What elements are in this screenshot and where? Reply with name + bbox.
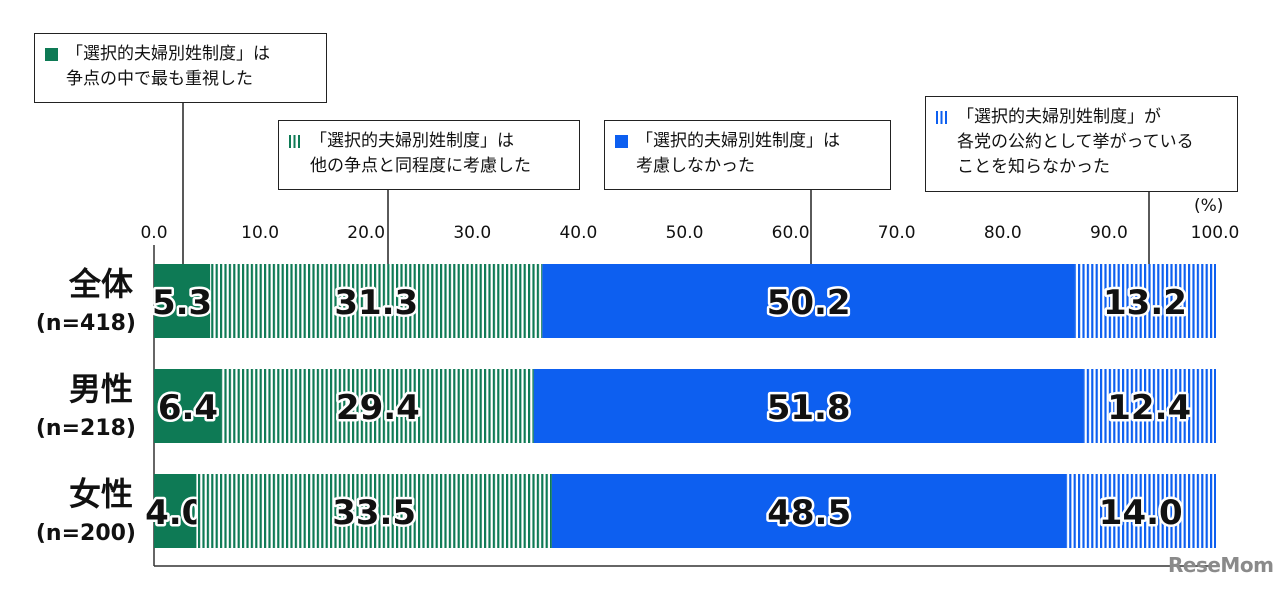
bar-value-label: 14.0 xyxy=(1099,493,1183,533)
legend-text-line: 「選択的夫婦別姓制度」は xyxy=(636,131,840,151)
bar-segment xyxy=(551,474,1067,548)
callout-connectors xyxy=(182,103,1150,272)
bar-segment xyxy=(542,264,1075,338)
x-tick-label: 10.0 xyxy=(241,223,279,243)
x-tick-label: 0.0 xyxy=(140,223,167,243)
bar-value-label: 31.3 xyxy=(334,283,418,323)
legend-text-line: 「選択的夫婦別姓制度」が xyxy=(957,107,1161,127)
legend-text-line: 「選択的夫婦別姓制度」は xyxy=(310,131,514,151)
legend-callout-most-important: 「選択的夫婦別姓制度」は 争点の中で最も重視した xyxy=(34,33,327,103)
unit-label: (%) xyxy=(1194,196,1224,216)
bar-value-label: 13.2 xyxy=(1103,283,1187,323)
x-tick-label: 60.0 xyxy=(772,223,810,243)
bar-value-label: 51.8 xyxy=(767,388,851,428)
bar-value-label: 29.4 xyxy=(336,388,420,428)
legend-text-line: 「選択的夫婦別姓制度」は xyxy=(66,44,270,64)
x-tick-label: 50.0 xyxy=(666,223,704,243)
category-label: 全体 xyxy=(68,265,133,303)
legend-callout-did-not-know: 「選択的夫婦別姓制度」が 各党の公約として挙がっている ことを知らなかった xyxy=(925,96,1238,192)
bar-value-label: 5.3 xyxy=(152,283,212,323)
bar-segment xyxy=(210,264,543,338)
bar-value-label: 50.2 xyxy=(767,283,851,323)
bar-segment xyxy=(154,264,211,338)
legend-callout-equally-considered: 「選択的夫婦別姓制度」は 他の争点と同程度に考慮した xyxy=(278,120,580,190)
legend-text-line: 他の争点と同程度に考慮した xyxy=(310,156,531,176)
bar-segment xyxy=(533,369,1084,443)
category-n-label: (n=418) xyxy=(36,311,136,336)
category-n-label: (n=218) xyxy=(36,416,136,441)
bar-value-label: 33.5 xyxy=(332,493,416,533)
x-tick-label: 100.0 xyxy=(1191,223,1240,243)
legend-text-line: 争点の中で最も重視した xyxy=(66,69,253,89)
category-labels: 全体 (n=418) 男性 (n=218) 女性 (n=200) xyxy=(36,265,136,546)
legend-swatch-solid-green xyxy=(45,48,58,61)
bar-segment xyxy=(196,474,552,548)
legend-swatch-striped-green xyxy=(289,135,302,148)
category-label: 男性 xyxy=(69,370,133,408)
x-tick-label: 40.0 xyxy=(559,223,597,243)
legend-swatch-solid-blue xyxy=(615,135,628,148)
bar-value-label: 48.5 xyxy=(767,493,851,533)
bar-segment xyxy=(154,369,222,443)
x-tick-label: 70.0 xyxy=(878,223,916,243)
legend-text-line: 各党の公約として挙がっている xyxy=(957,132,1194,152)
bar-value-label: 12.4 xyxy=(1107,388,1191,428)
x-tick-label: 90.0 xyxy=(1090,223,1128,243)
brand-watermark: ReseMom xyxy=(1168,553,1274,577)
x-axis-ticks: 0.0 10.0 20.0 30.0 40.0 50.0 60.0 70.0 80.0 90.0 1… xyxy=(140,223,1239,243)
legend-text-line: 考慮しなかった xyxy=(636,156,755,176)
x-tick-label: 30.0 xyxy=(453,223,491,243)
bar-segment xyxy=(1066,474,1215,548)
legend-swatch-striped-blue xyxy=(936,111,949,124)
x-tick-label: 20.0 xyxy=(347,223,385,243)
bar-value-label: 6.4 xyxy=(158,388,218,428)
bar-segment xyxy=(1083,369,1215,443)
legend-callout-not-considered: 「選択的夫婦別姓制度」は 考慮しなかった xyxy=(604,120,891,190)
category-n-label: (n=200) xyxy=(36,521,136,546)
bars: 5.3 31.3 50.2 13.2 6.4 29.4 51.8 12.4 4.0 33.5 48.… xyxy=(143,264,1216,548)
bar-segment xyxy=(154,474,197,548)
bar-value-label: 4.0 xyxy=(145,493,205,533)
category-label: 女性 xyxy=(69,475,133,513)
x-tick-label: 80.0 xyxy=(984,223,1022,243)
legend-text-line: ことを知らなかった xyxy=(957,157,1110,177)
bar-segment xyxy=(221,369,534,443)
bar-segment xyxy=(1074,264,1215,338)
